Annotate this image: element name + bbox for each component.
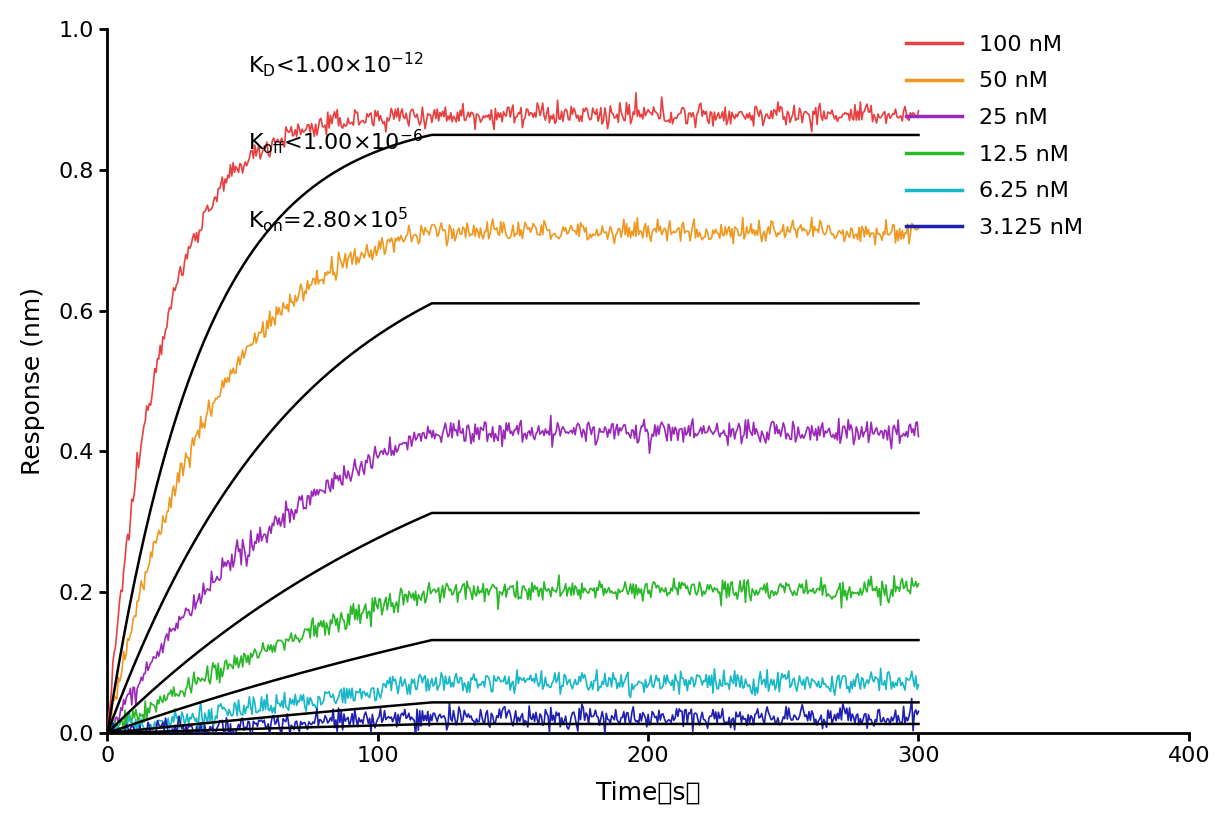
Y-axis label: Response (nm): Response (nm) xyxy=(21,287,44,475)
Text: K$_\mathrm{on}$=2.80×10$^{5}$: K$_\mathrm{on}$=2.80×10$^{5}$ xyxy=(247,205,409,233)
Text: K$_\mathrm{D}$<1.00×10$^{-12}$: K$_\mathrm{D}$<1.00×10$^{-12}$ xyxy=(247,50,423,78)
Legend: 100 nM, 50 nM, 25 nM, 12.5 nM, 6.25 nM, 3.125 nM: 100 nM, 50 nM, 25 nM, 12.5 nM, 6.25 nM, … xyxy=(897,26,1092,247)
X-axis label: Time（s）: Time（s） xyxy=(596,780,700,804)
Text: K$_\mathrm{off}$<1.00×10$^{-6}$: K$_\mathrm{off}$<1.00×10$^{-6}$ xyxy=(247,127,423,156)
